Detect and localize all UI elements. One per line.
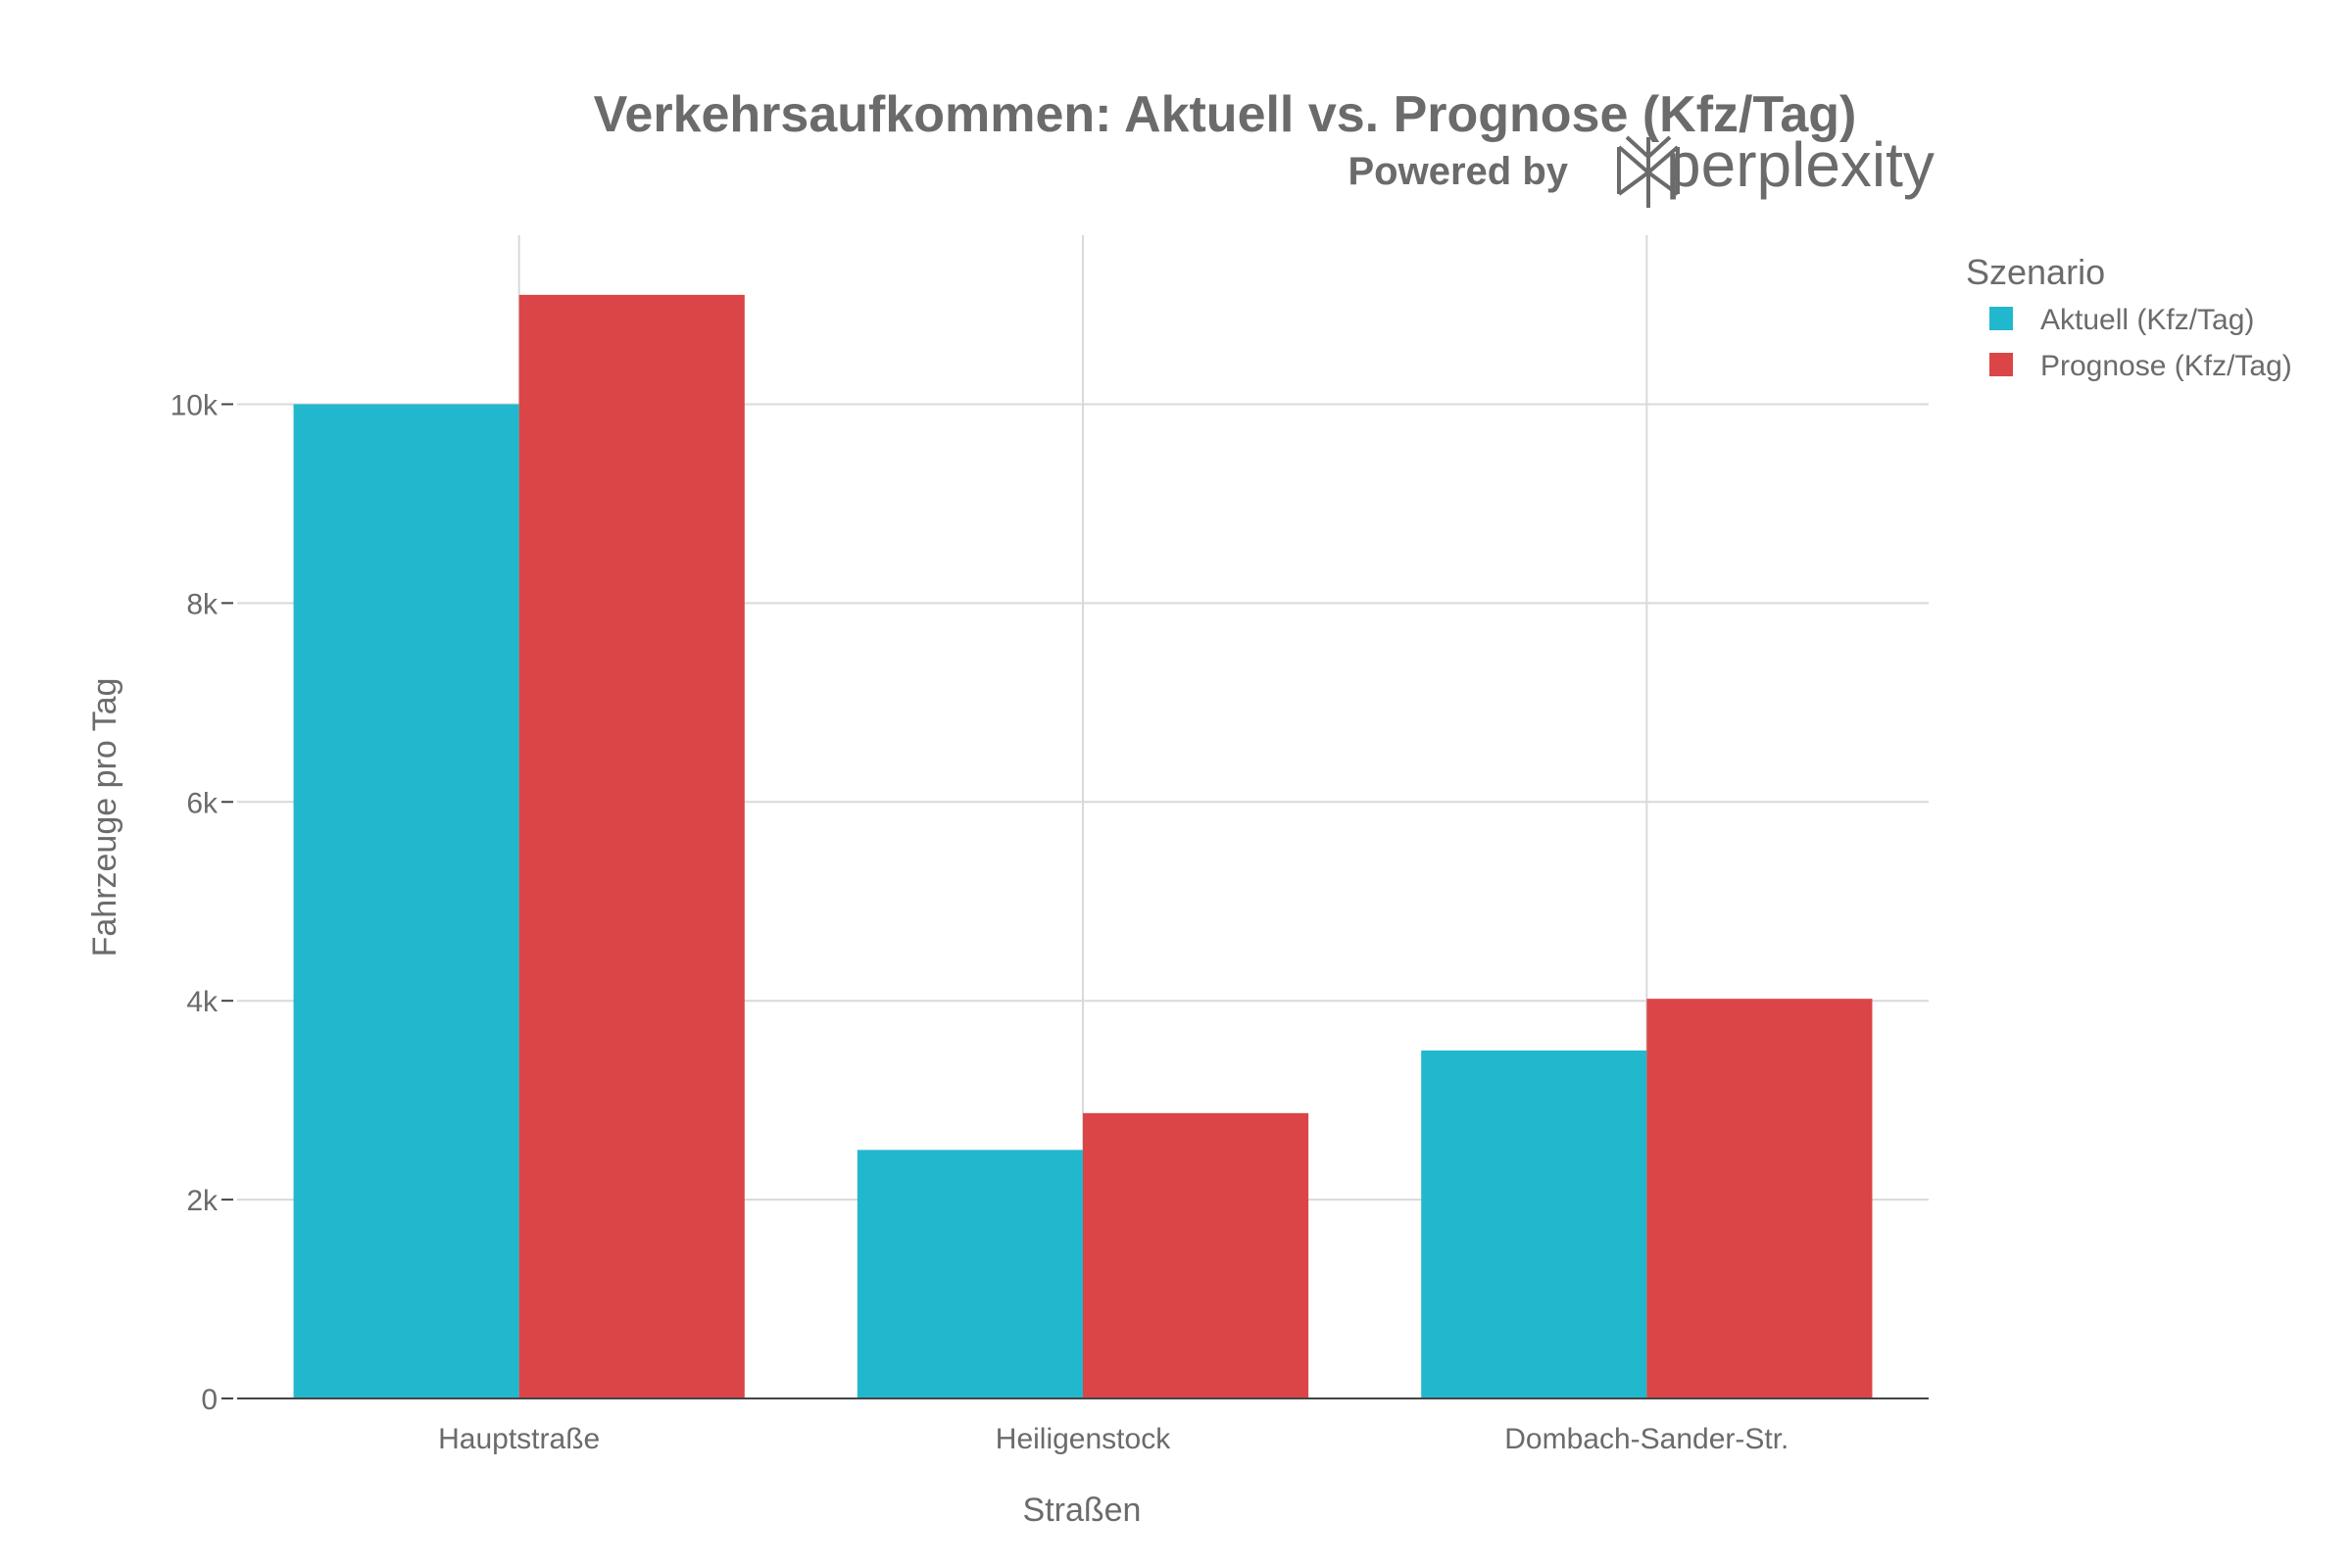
y-tick-label: 0 [201, 1384, 218, 1416]
legend-title: Szenario [1966, 252, 2105, 292]
watermark-text: Powered by [1348, 150, 1568, 193]
y-axis-ticks: 0 2k 4k 6k 8k 10k [171, 389, 233, 1416]
y-tick-label: 10k [171, 389, 219, 421]
bar-prognose [518, 294, 745, 1398]
y-tick-label: 2k [186, 1185, 219, 1217]
legend-item-label: Aktuell (Kfz/Tag) [2040, 304, 2254, 336]
x-axis-title: Straßen [1023, 1492, 1142, 1529]
bar-aktuell [857, 1150, 1083, 1398]
bar-prognose [1646, 999, 1873, 1398]
bar-aktuell [293, 404, 519, 1398]
perplexity-logo-icon [1617, 135, 1680, 208]
legend-swatch [1989, 353, 2013, 376]
x-tick-label: Heiligenstock [996, 1423, 1171, 1455]
legend: Szenario Aktuell (Kfz/Tag) Prognose (Kfz/… [1966, 252, 2292, 382]
watermark-brand: perplexity [1666, 129, 1935, 200]
watermark: Powered by perplexity [1348, 129, 1935, 208]
y-tick-label: 8k [186, 588, 219, 620]
y-axis-title: Fahrzeuge pro Tag [86, 678, 123, 957]
x-axis-ticks: Hauptstraße Heiligenstock Dombach-Sander-S… [438, 1423, 1788, 1455]
y-tick-label: 4k [186, 986, 219, 1018]
legend-item-label: Prognose (Kfz/Tag) [2040, 350, 2292, 382]
bars [293, 294, 1873, 1398]
bar-prognose [1083, 1112, 1309, 1398]
chart-title: Verkehrsaufkommen: Aktuell vs. Prognose … [594, 86, 1857, 143]
y-tick-label: 6k [186, 787, 219, 819]
legend-swatch [1989, 307, 2013, 330]
x-tick-label: Dombach-Sander-Str. [1504, 1423, 1788, 1455]
x-tick-label: Hauptstraße [438, 1423, 600, 1455]
bar-aktuell [1421, 1050, 1647, 1398]
